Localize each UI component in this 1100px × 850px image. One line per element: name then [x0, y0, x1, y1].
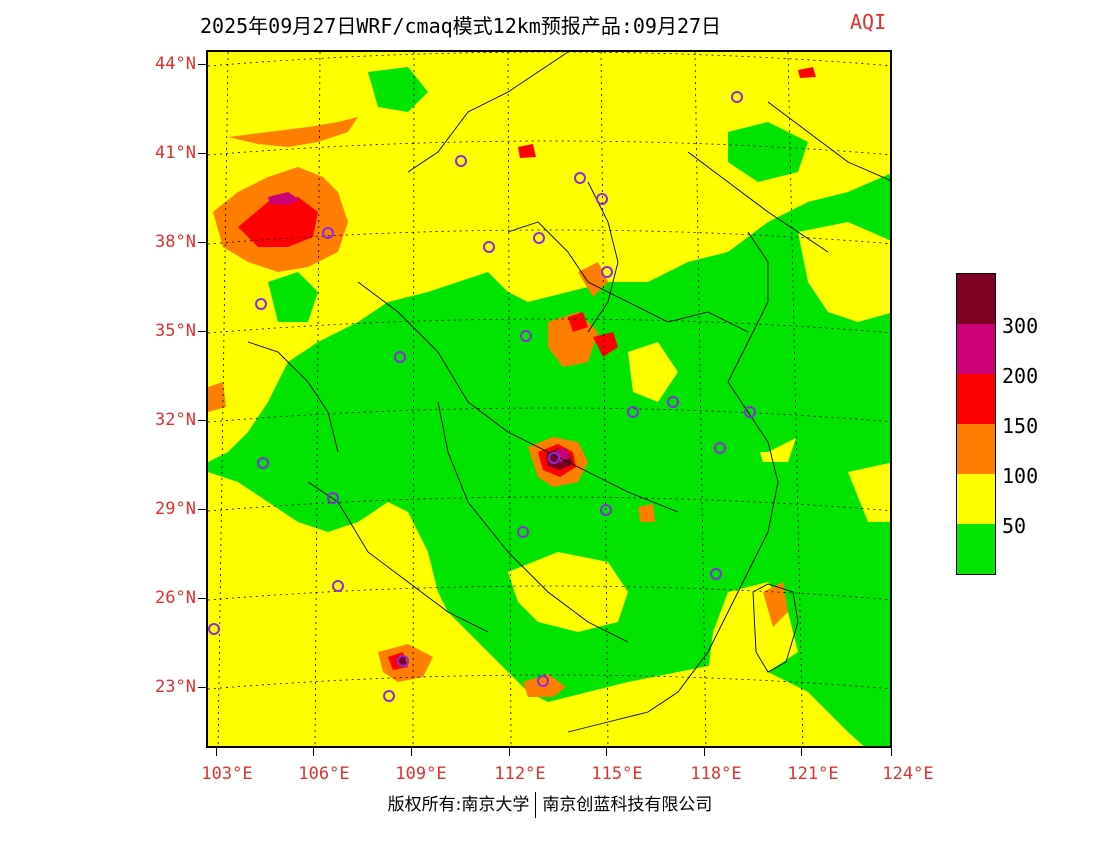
- lon-label-109: 109°E: [395, 764, 447, 784]
- legend-label-100: 100: [1002, 464, 1039, 488]
- copyright-footer: 版权所有:南京大学 南京创蓝科技有限公司: [0, 790, 1100, 818]
- aqi-map: [206, 50, 892, 748]
- lon-label-118: 118°E: [690, 764, 742, 784]
- legend-unhealthy: [957, 374, 995, 424]
- lat-label-29: 29°N: [155, 499, 196, 519]
- legend-label-50: 50: [1002, 514, 1027, 538]
- legend-hazardous: [957, 274, 995, 324]
- footer-separator: [535, 792, 537, 818]
- legend-label-300: 300: [1002, 314, 1039, 338]
- lat-label-44: 44°N: [155, 54, 196, 74]
- legend-label-150: 150: [1002, 414, 1039, 438]
- station-markers: [208, 91, 756, 702]
- lat-label-32: 32°N: [155, 410, 196, 430]
- legend-good: [957, 524, 995, 574]
- map-title: 2025年09月27日WRF/cmaq模式12km预报产品:09月27日: [200, 14, 722, 38]
- lat-label-23: 23°N: [155, 677, 196, 697]
- boundaries: [247, 52, 890, 733]
- lon-label-106: 106°E: [298, 764, 350, 784]
- copyright-left: 版权所有:南京大学: [387, 795, 530, 815]
- lon-label-112: 112°E: [494, 764, 546, 784]
- aqi-legend: [956, 273, 996, 575]
- lat-label-41: 41°N: [155, 143, 196, 163]
- lat-label-38: 38°N: [155, 232, 196, 252]
- lon-label-124: 124°E: [882, 764, 934, 784]
- product-label: AQI: [850, 10, 887, 34]
- legend-very-unhealthy: [957, 324, 995, 374]
- aqi-map-svg: [208, 52, 890, 746]
- lat-label-26: 26°N: [155, 588, 196, 608]
- legend-moderate: [957, 474, 995, 524]
- legend-usg: [957, 424, 995, 474]
- graticule: [208, 52, 890, 746]
- lon-label-115: 115°E: [591, 764, 643, 784]
- lon-label-103: 103°E: [201, 764, 253, 784]
- legend-label-200: 200: [1002, 364, 1039, 388]
- lat-label-35: 35°N: [155, 321, 196, 341]
- copyright-right: 南京创蓝科技有限公司: [542, 795, 713, 815]
- lon-label-121: 121°E: [787, 764, 839, 784]
